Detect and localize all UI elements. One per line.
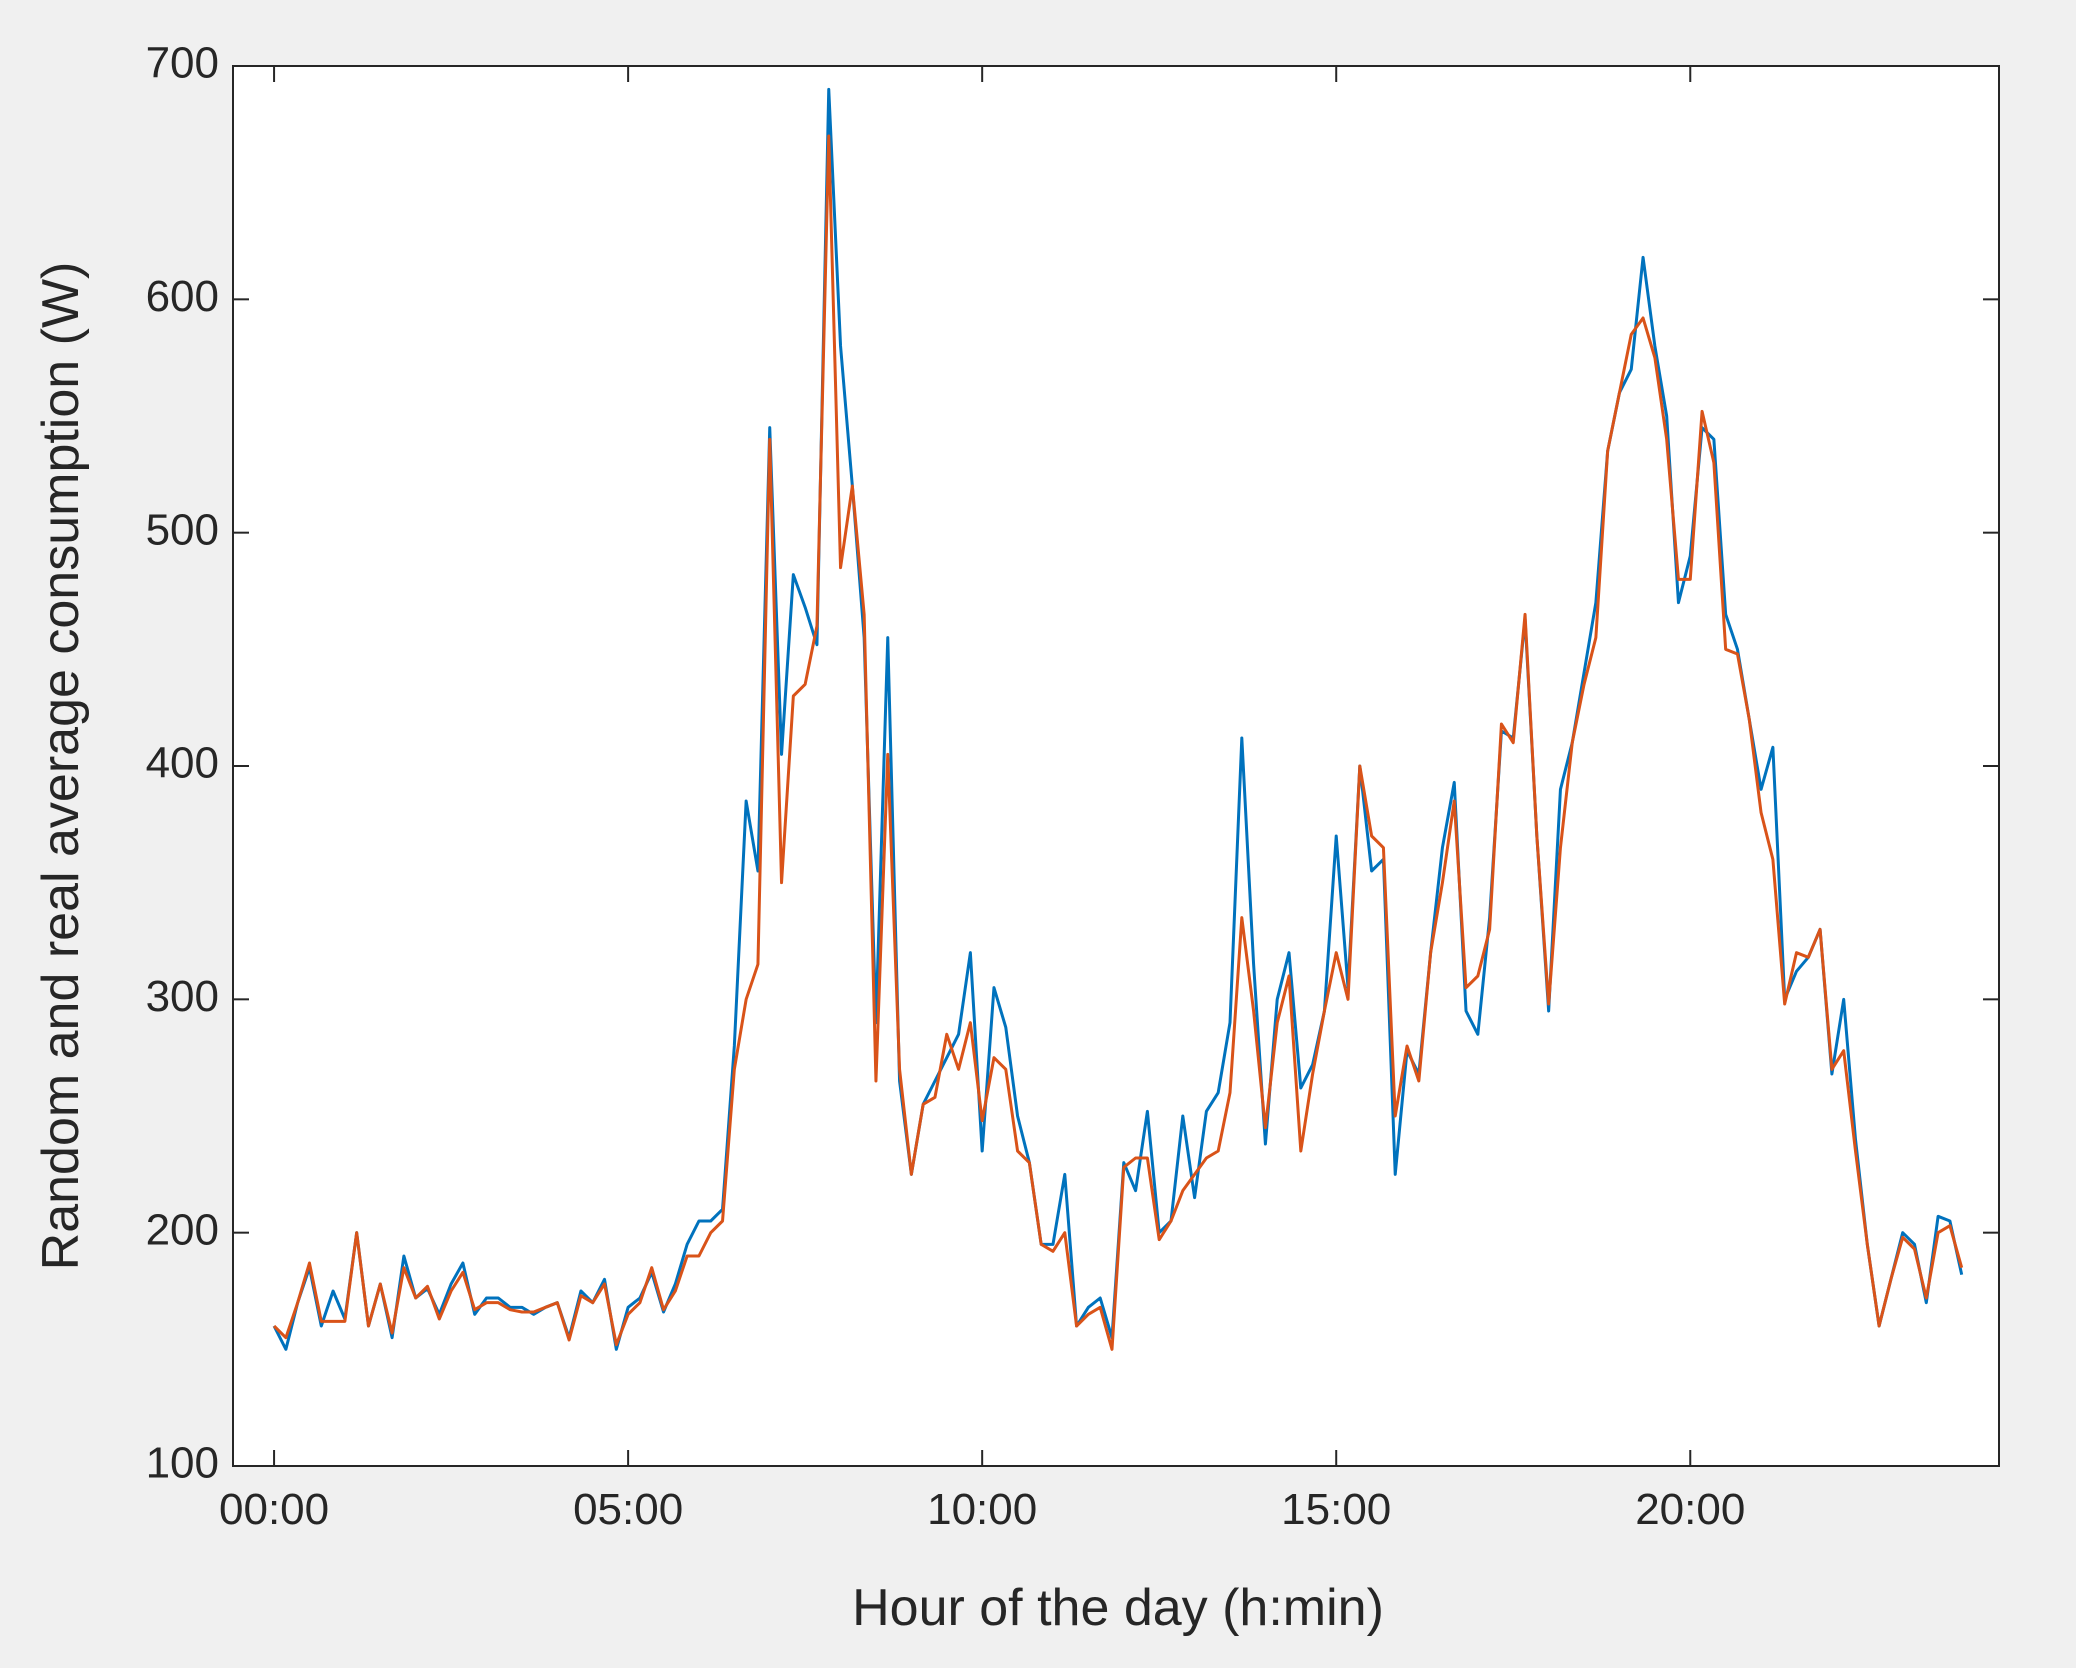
y-axis-label: Random and real average consumption (W) (32, 262, 90, 1271)
y-tick-label: 700 (146, 39, 219, 88)
x-tick-label: 15:00 (1281, 1485, 1391, 1534)
y-tick-label: 500 (146, 505, 219, 554)
x-axis-label: Hour of the day (h:min) (852, 1579, 1384, 1637)
y-tick-label: 200 (146, 1205, 219, 1254)
x-tick-label: 20:00 (1635, 1485, 1745, 1534)
x-tick-label: 00:00 (219, 1485, 329, 1534)
y-tick-label: 600 (146, 272, 219, 321)
line-series (273, 134, 1964, 1351)
y-tick-label: 100 (146, 1439, 219, 1488)
x-tick-label: 10:00 (927, 1485, 1037, 1534)
y-tick-label: 400 (146, 739, 219, 788)
x-tick-label: 05:00 (573, 1485, 683, 1534)
y-tick-label: 300 (146, 972, 219, 1021)
plot-area (232, 65, 2000, 1467)
